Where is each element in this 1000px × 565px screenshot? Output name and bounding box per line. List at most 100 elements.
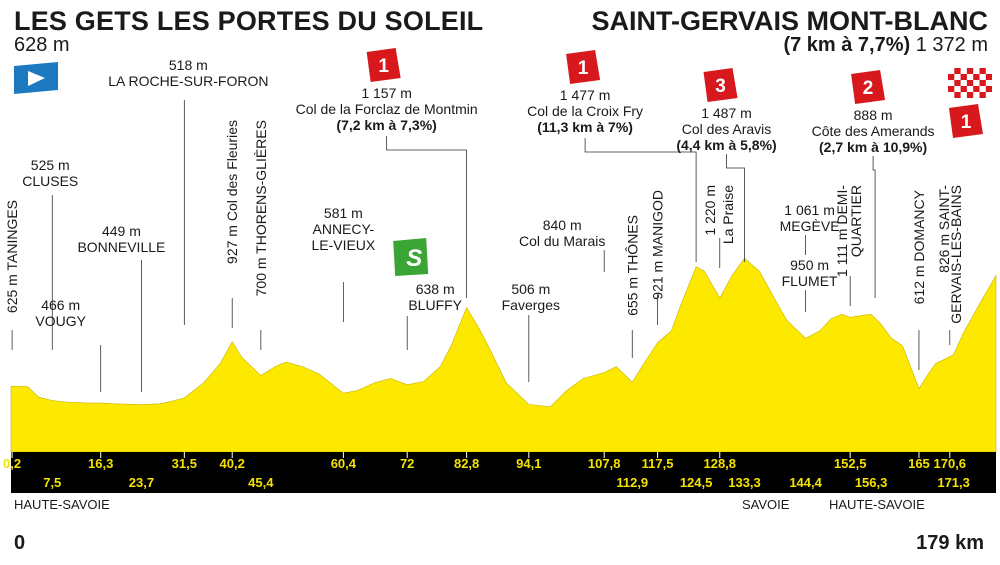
place-label-vertical: 625 m TANINGES xyxy=(4,200,20,313)
finish-flag-check xyxy=(985,80,993,86)
finish-flag-check xyxy=(973,92,980,98)
distance-start: 0 xyxy=(14,532,26,554)
km-marker-label: 133,3 xyxy=(728,475,761,490)
badge-category-number: 1 xyxy=(961,112,972,133)
badge-shape xyxy=(366,48,401,82)
place-label: BLUFFY xyxy=(408,297,462,313)
finish-flag-check xyxy=(954,74,961,80)
place-label-vertical: 1 220 m xyxy=(702,185,718,236)
finish-flag-check xyxy=(954,86,961,92)
place-label-vertical: 927 m Col des Fleuries xyxy=(224,120,240,264)
place-label: 466 m xyxy=(41,297,80,313)
km-marker-label: 72 xyxy=(400,456,414,471)
start-town-name: LES GETS LES PORTES DU SOLEIL xyxy=(14,6,484,36)
finish-flag-check xyxy=(948,80,955,86)
badge-shape xyxy=(851,70,886,104)
km-marker-label: 112,9 xyxy=(616,475,648,490)
finish-flag-check xyxy=(973,68,980,74)
place-label: 518 m xyxy=(169,57,208,73)
km-marker-label: 152,5 xyxy=(834,456,867,471)
place-label: Col du Marais xyxy=(519,233,605,249)
place-label-vertical: 1 111 m DEMI- xyxy=(834,185,850,277)
climb-altitude: 1 477 m xyxy=(560,87,611,103)
climb-name: Côte des Amerands xyxy=(812,123,935,139)
km-marker-label: 16,3 xyxy=(88,456,113,471)
climb-altitude: 1 487 m xyxy=(701,105,752,121)
finish-flag-icon xyxy=(948,68,993,98)
climb-stats: (4,4 km à 5,8%) xyxy=(676,137,776,153)
finish-flag-check xyxy=(948,92,955,98)
finish-flag-check xyxy=(966,74,974,80)
place-label: 950 m xyxy=(790,257,829,273)
place-label: MEGÈVE xyxy=(780,218,840,234)
climb-leader-line xyxy=(584,138,697,262)
place-label-vertical: 655 m THÔNES xyxy=(624,215,640,316)
place-label: 1 061 m xyxy=(784,202,835,218)
finish-altitude: 1 372 m xyxy=(915,34,988,56)
km-marker-label: 31,5 xyxy=(172,456,197,471)
finish-flag-check xyxy=(979,86,986,92)
climb-category-badge: 1 xyxy=(949,104,983,138)
climb-leader-line xyxy=(386,136,468,298)
place-label-vertical: 612 m DOMANCY xyxy=(911,189,927,304)
finish-flag-check xyxy=(960,80,967,86)
finish-town-name: SAINT-GERVAIS MONT-BLANC xyxy=(591,6,988,36)
finish-climb-info: (7 km à 7,7%) 1 372 m xyxy=(783,34,988,57)
start-altitude: 628 m xyxy=(14,34,70,56)
km-marker-label: 156,3 xyxy=(855,475,888,490)
badge-category-number: 2 xyxy=(863,78,874,99)
sprint-badge-shape xyxy=(393,238,429,276)
badge-shape xyxy=(566,50,601,84)
km-marker-label: 124,5 xyxy=(680,475,713,490)
km-marker-label: 40,2 xyxy=(220,456,245,471)
place-label-vertical: GERVAIS-LES-BAINS xyxy=(948,185,964,324)
climb-stats: (7,2 km à 7,3%) xyxy=(336,117,436,133)
climb-category-badge: 2 xyxy=(851,70,886,104)
region-label: HAUTE-SAVOIE xyxy=(14,497,110,512)
sprint-letter: S xyxy=(406,245,422,272)
start-flag-icon xyxy=(14,62,58,94)
place-label-vertical: La Praise xyxy=(720,185,736,244)
km-marker-label: 128,8 xyxy=(703,456,736,471)
badge-category-number: 1 xyxy=(578,58,589,79)
climb-stats: (2,7 km à 10,9%) xyxy=(819,139,927,155)
finish-flag-check xyxy=(948,68,955,74)
region-label: HAUTE-SAVOIE xyxy=(829,497,925,512)
place-label: VOUGY xyxy=(35,313,86,329)
climb-category-badge: 1 xyxy=(366,48,401,82)
climb-name: Col de la Forclaz de Montmin xyxy=(296,101,478,117)
badge-shape xyxy=(949,104,983,138)
intermediate-sprint-badge: S xyxy=(393,238,429,276)
climb-leader-line xyxy=(726,154,745,262)
finish-climb-stats: (7 km à 7,7%) xyxy=(783,34,911,56)
finish-flag-check xyxy=(979,74,986,80)
place-label: ANNECY- xyxy=(313,221,375,237)
climb-name: Col des Aravis xyxy=(682,121,771,137)
km-marker-label: 107,8 xyxy=(588,456,621,471)
place-label: LE-VIEUX xyxy=(311,237,375,253)
finish-flag-check xyxy=(960,68,967,74)
start-arrow xyxy=(28,71,45,86)
km-marker-label: 171,3 xyxy=(937,475,970,490)
place-label: 506 m xyxy=(511,281,550,297)
climb-category-badge: 1 xyxy=(566,50,601,84)
place-label: 581 m xyxy=(324,205,363,221)
place-label-vertical: 826 m SAINT- xyxy=(936,185,952,273)
km-marker-label: 170,6 xyxy=(934,456,967,471)
climb-name: Col de la Croix Fry xyxy=(527,103,643,119)
place-label: BONNEVILLE xyxy=(77,239,165,255)
badge-category-number: 3 xyxy=(715,76,726,97)
place-label: FLUMET xyxy=(782,273,838,289)
place-label-vertical: QUARTIER xyxy=(848,185,864,257)
place-label-vertical: 700 m THORENS-GLIÈRES xyxy=(253,120,269,296)
finish-flag-check xyxy=(966,86,974,92)
climb-altitude: 1 157 m xyxy=(361,85,412,101)
badge-category-number: 1 xyxy=(378,56,389,77)
km-marker-label: 60,4 xyxy=(331,456,357,471)
finish-flag-check xyxy=(985,68,993,74)
km-marker-label: 144,4 xyxy=(789,475,822,490)
finish-flag-check xyxy=(973,80,980,86)
km-marker-label: 7,5 xyxy=(43,475,61,490)
climb-leader-line xyxy=(872,156,876,298)
km-marker-label: 165 xyxy=(908,456,930,471)
